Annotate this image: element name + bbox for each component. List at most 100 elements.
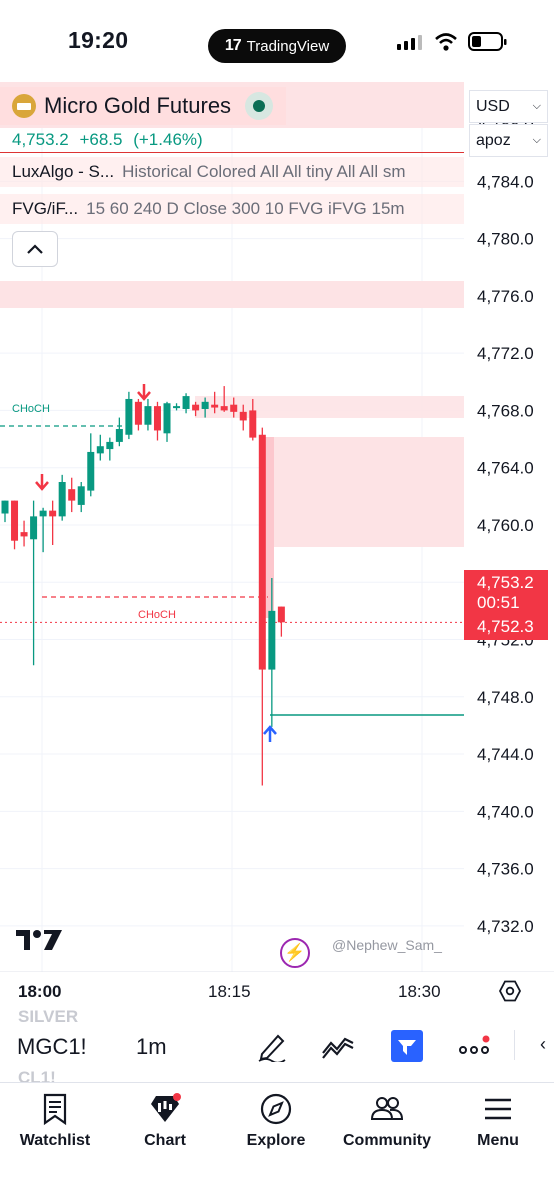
community-icon (370, 1097, 404, 1120)
price-tick: 4,776.0 (477, 287, 534, 306)
nav-watchlist[interactable]: Watchlist (0, 1092, 110, 1150)
price-tick: 4,748.0 (477, 688, 534, 707)
candle-body (220, 406, 228, 411)
price-change-pct: (+1.46%) (133, 130, 203, 149)
price-tick: 4,736.0 (477, 860, 534, 879)
last-price-tag: 4,753.2 00:51 (464, 570, 548, 614)
candle-body (211, 404, 219, 408)
nav-label: Community (343, 1132, 431, 1149)
app-pill-label: TradingView (246, 37, 330, 55)
watchlist-icon (43, 1093, 67, 1126)
candle-body (277, 606, 285, 623)
sell-signal-arrow (137, 384, 151, 401)
candle-body (239, 411, 247, 421)
candle-body (115, 429, 123, 442)
wifi-icon (435, 33, 457, 51)
nav-chart[interactable]: Chart (110, 1092, 220, 1150)
price-tick: 4,772.0 (477, 344, 534, 363)
symbol-header[interactable]: Micro Gold Futures (0, 87, 286, 125)
nav-community[interactable]: Community (332, 1092, 442, 1150)
chevron-left-icon[interactable]: ‹ (540, 1034, 546, 1054)
bid-price-tag: 4,752.3 (464, 614, 548, 640)
collapse-legend-button[interactable] (12, 231, 58, 267)
menu-icon (485, 1098, 511, 1120)
candle-body (153, 406, 161, 431)
indicator-row[interactable]: LuxAlgo - S... Historical Colored All Al… (0, 157, 464, 187)
bar-countdown: 00:51 (477, 593, 520, 612)
chart-icon (151, 1093, 181, 1122)
choch-label: CHoCH (12, 403, 50, 415)
price-tick: 4,740.0 (477, 802, 534, 821)
currency-value: USD (476, 97, 510, 115)
chart-settings-icon[interactable] (498, 979, 522, 1003)
last-price-label: 4,753.2 (477, 573, 534, 592)
unit-value: apoz (476, 131, 511, 149)
market-status-icon[interactable] (245, 92, 274, 120)
candle-body (249, 410, 257, 438)
choch-label: CHoCH (138, 609, 176, 621)
next-symbol[interactable]: CL1! (18, 1068, 56, 1087)
supply-zone (0, 281, 464, 308)
price-tick: 4,744.0 (477, 745, 534, 764)
order-block (195, 396, 464, 418)
header-divider (0, 152, 464, 153)
candle-body (144, 406, 152, 425)
candle-body (163, 403, 171, 434)
pen-icon (258, 1034, 286, 1062)
candle-body (1, 500, 9, 514)
candle-body (182, 396, 190, 409)
time-axis[interactable]: 18:00 18:15 18:30 (0, 972, 554, 1012)
interval-button[interactable]: 1m (136, 1034, 167, 1059)
candle-body (268, 610, 276, 670)
candle-body (11, 500, 19, 541)
nav-menu[interactable]: Menu (443, 1092, 553, 1150)
candle-body (68, 489, 76, 501)
chevron-down-icon: ⌵ (532, 134, 541, 146)
chevron-down-icon: ⌵ (532, 100, 541, 112)
prev-symbol[interactable]: SILVER (18, 1007, 79, 1026)
candle-body (230, 404, 238, 412)
candle-body (258, 434, 266, 670)
trading-panel-icon (391, 1030, 423, 1062)
price-tick: 4,784.0 (477, 172, 534, 191)
candle-body (30, 516, 38, 540)
symbol-button[interactable]: MGC1! (17, 1034, 87, 1059)
indicator-name: LuxAlgo - S... (12, 162, 115, 181)
time-tick: 18:15 (208, 982, 251, 1001)
currency-select[interactable]: USD ⌵ (469, 90, 548, 123)
candle-body (20, 532, 28, 537)
order-panel-button[interactable] (389, 1028, 425, 1064)
candle-body (96, 446, 104, 454)
candle-body (87, 451, 95, 491)
bid-price-label: 4,752.3 (477, 617, 534, 636)
nav-explore[interactable]: Explore (221, 1092, 331, 1150)
candle-body (58, 482, 66, 517)
more-options-button[interactable] (456, 1028, 492, 1064)
candle-body (134, 401, 142, 425)
tradingview-watermark-icon (16, 930, 62, 950)
indicators-icon (322, 1037, 354, 1059)
price-tick: 4,768.0 (477, 401, 534, 420)
toolbar-divider (514, 1030, 515, 1060)
battery-icon (468, 32, 507, 51)
drawing-tool-button[interactable] (254, 1028, 290, 1064)
candle-body (125, 398, 133, 435)
candle-body (106, 441, 114, 450)
more-dots-icon (459, 1035, 490, 1054)
chevron-up-icon (27, 244, 43, 254)
unit-select[interactable]: apoz ⌵ (469, 124, 548, 157)
sell-signal-arrow (35, 474, 49, 491)
symbol-name: Micro Gold Futures (44, 93, 232, 118)
lightning-icon[interactable]: ⚡ (280, 938, 310, 968)
indicator-params: 15 60 240 D Close 300 10 FVG iFVG 15m (86, 199, 405, 218)
last-price: 4,753.2 (12, 130, 69, 149)
time-tick: 18:30 (398, 982, 441, 1001)
nav-label: Explore (246, 1132, 306, 1149)
indicators-button[interactable] (320, 1028, 356, 1064)
status-bar-time: 19:20 (68, 27, 129, 53)
indicator-name: FVG/iF... (12, 199, 79, 218)
candle-body (77, 486, 85, 505)
candle-body (49, 510, 57, 517)
nav-divider (0, 1082, 554, 1083)
indicator-row[interactable]: FVG/iF... 15 60 240 D Close 300 10 FVG i… (0, 194, 464, 224)
